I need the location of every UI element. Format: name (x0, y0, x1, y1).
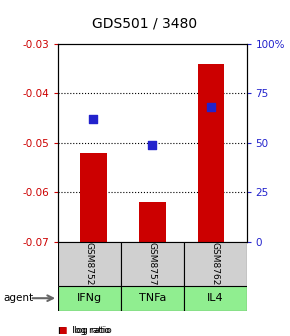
Text: IL4: IL4 (207, 293, 223, 303)
Text: TNFa: TNFa (139, 293, 166, 303)
Point (150, 142, 155, 148)
Text: ■  log ratio: ■ log ratio (58, 326, 110, 335)
Bar (121, 286, 184, 311)
Bar (184, 242, 246, 286)
Bar (121, 242, 184, 286)
Text: GSM8752: GSM8752 (85, 242, 94, 286)
Text: agent: agent (3, 293, 33, 303)
Bar (198, 64, 224, 242)
Point (91, 116, 96, 122)
Bar (58, 242, 121, 286)
Bar (58, 286, 121, 311)
Bar (139, 202, 166, 242)
Text: log ratio: log ratio (74, 326, 112, 335)
Text: ■: ■ (58, 326, 66, 335)
Text: IFNg: IFNg (77, 293, 102, 303)
Text: GSM8762: GSM8762 (211, 242, 220, 286)
Point (209, 104, 213, 110)
Bar (80, 153, 107, 242)
Text: GSM8757: GSM8757 (148, 242, 157, 286)
Bar (184, 286, 246, 311)
Text: GDS501 / 3480: GDS501 / 3480 (93, 17, 197, 31)
